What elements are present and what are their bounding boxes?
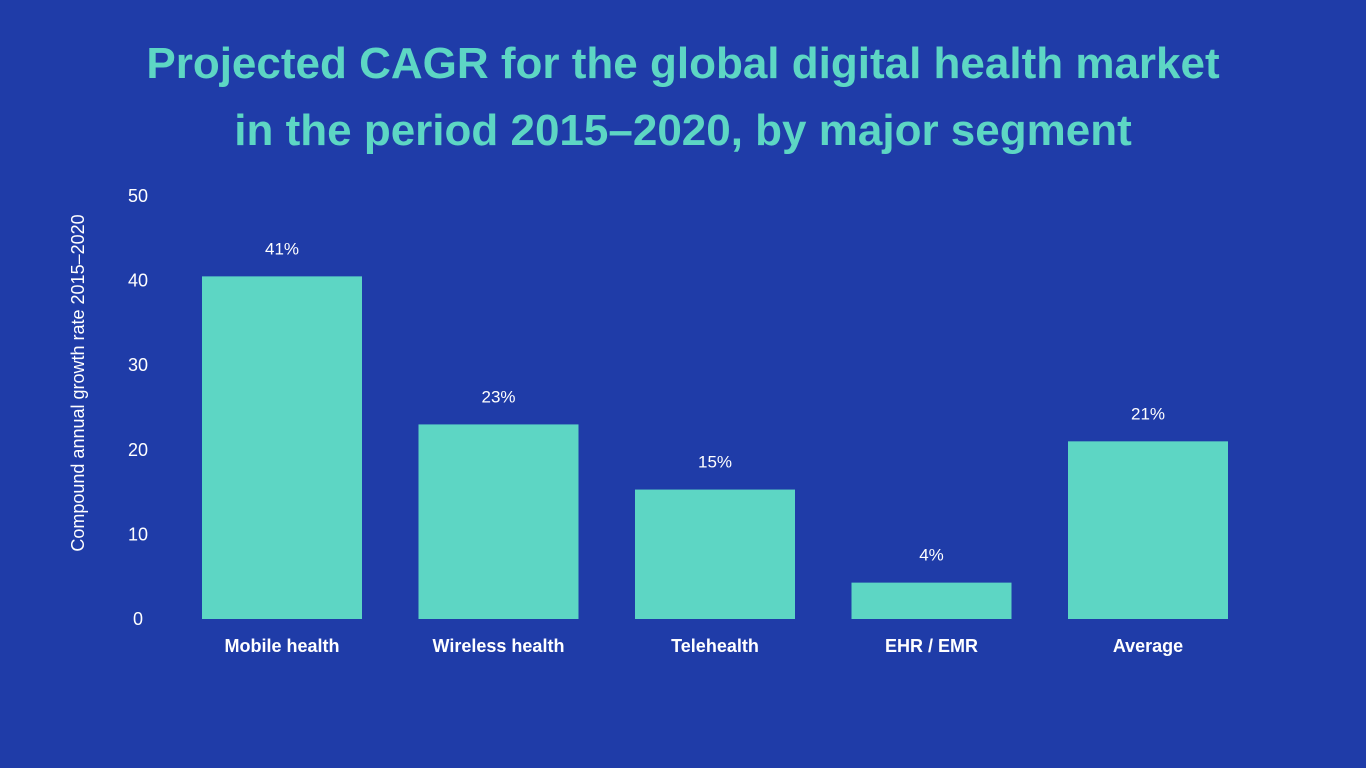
y-tick-label: 20 <box>128 440 148 460</box>
bar <box>202 276 362 619</box>
category-label: Mobile health <box>224 636 339 656</box>
y-tick-label: 50 <box>128 186 148 206</box>
data-label: 21% <box>1131 404 1165 423</box>
category-label: EHR / EMR <box>885 636 978 656</box>
data-label: 23% <box>481 387 515 406</box>
data-label: 41% <box>265 239 299 258</box>
bars <box>202 276 1228 619</box>
bar <box>851 582 1012 619</box>
chart-title-line-1: Projected CAGR for the global digital he… <box>146 39 1220 88</box>
y-tick-label: 40 <box>128 271 148 291</box>
category-label: Wireless health <box>433 636 565 656</box>
category-label: Average <box>1113 636 1183 656</box>
y-tick-label: 30 <box>128 355 148 375</box>
category-labels: Mobile health Wireless health Telehealth EH… <box>224 636 1183 656</box>
data-label: 4% <box>919 546 944 565</box>
chart-title: Projected CAGR for the global digital he… <box>0 30 1366 164</box>
y-axis-label: Compound annual growth rate 2015–2020 <box>68 214 88 551</box>
data-label: 15% <box>698 453 732 472</box>
bar <box>418 424 579 619</box>
data-labels: 41% 23% 15% 4% 21% <box>265 239 1165 564</box>
y-tick-label: 10 <box>128 524 148 544</box>
category-label: Telehealth <box>671 636 759 656</box>
y-axis-ticks: 0 10 20 30 40 50 <box>128 186 148 629</box>
bar <box>1068 441 1228 619</box>
y-tick-label: 0 <box>133 609 143 629</box>
bar <box>635 489 795 619</box>
chart-title-line-2: in the period 2015–2020, by major segmen… <box>234 106 1132 155</box>
